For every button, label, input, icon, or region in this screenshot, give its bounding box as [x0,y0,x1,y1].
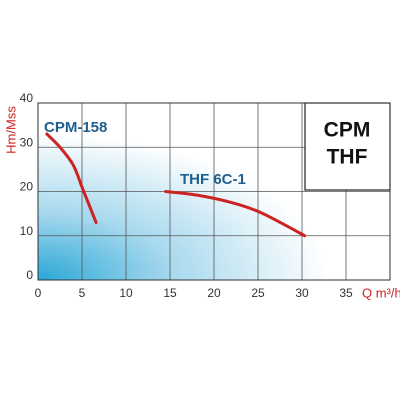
y-tick-label: 0 [26,268,33,282]
x-tick-label: 25 [251,286,265,300]
x-tick-label: 20 [207,286,221,300]
model-box [304,102,391,191]
series-label: CPM-158 [44,119,107,136]
y-tick-label: 40 [20,91,34,105]
y-tick-label: 30 [20,135,34,149]
x-tick-label: 5 [79,286,86,300]
y-axis-label: Hm/Mss [3,106,18,154]
y-tick-label: 20 [20,180,34,194]
box-text: CPM [324,119,371,142]
x-tick-label: 15 [163,286,177,300]
plot-border [37,102,391,281]
x-tick-label: 35 [339,286,353,300]
x-tick-label: 10 [119,286,133,300]
x-axis-label: Q m³/h [362,285,400,300]
series-line [164,190,307,238]
series-line [45,132,98,224]
box-text: THF [327,146,368,169]
x-tick-label: 30 [295,286,309,300]
y-tick-label: 10 [20,224,34,238]
series-label: THF 6C-1 [180,171,246,188]
x-tick-label: 0 [35,286,42,300]
